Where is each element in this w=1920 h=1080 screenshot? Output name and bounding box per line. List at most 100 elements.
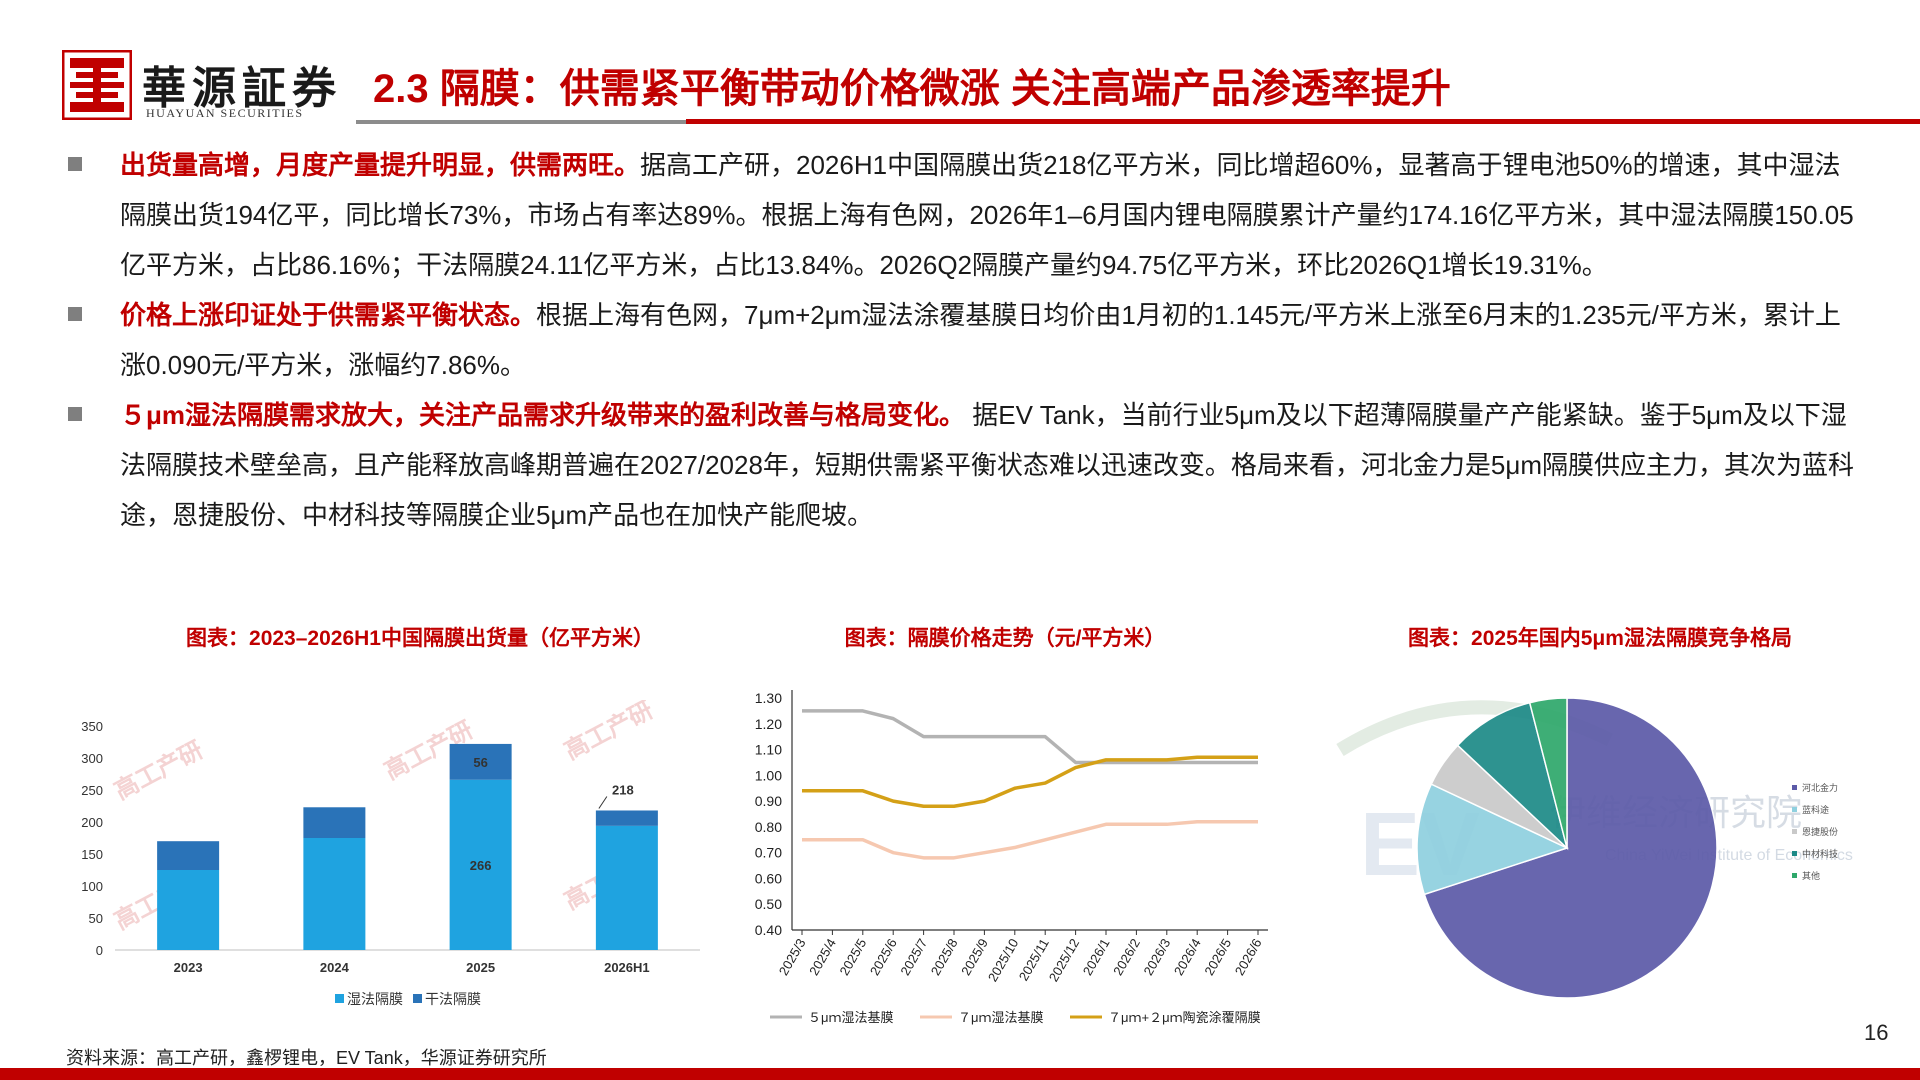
logo-name-en: HUAYUAN SECURITIES [146,106,304,120]
y-tick-label: 200 [81,815,103,830]
share-pie-chart: EV伊维经济研究院China YiWei Institute of Econom… [1336,697,1853,999]
legend-label: ７μｍ+２μｍ陶瓷涂覆隔膜 [1108,1010,1261,1025]
y-tick-label: 0.40 [755,922,782,938]
legend-swatch [1792,829,1797,834]
data-label-leader [598,796,608,809]
bar-segment [449,779,512,950]
source-note: 资料来源：高工产研，鑫椤锂电，EV Tank，华源证券研究所 [66,1048,547,1068]
legend-label: 湿法隔膜 [347,991,403,1007]
title-divider-gray [356,120,686,124]
y-tick-label: 1.20 [755,716,782,732]
y-tick-label: 1.00 [755,767,782,783]
pie-slice [1423,697,1718,999]
legend-swatch [335,994,344,1003]
chart-watermark: 高工产研 [110,736,208,806]
series-line [802,755,1258,809]
page-number: 16 [1864,1020,1889,1045]
legend-swatch [1792,785,1797,790]
pie-slice [1456,701,1569,851]
footer-bar [0,1068,1920,1080]
price-line-chart: 0.40 0.50 0.60 0.70 0.80 0.90 1.00 1.10 1.20 1.30… [755,690,1268,1025]
price-chart-title: 图表：隔膜价格走势（元/平方米） [844,627,1166,650]
y-tick-label: 1.30 [755,690,782,706]
y-tick-label: 0 [96,943,103,958]
y-tick-label: 0.50 [755,896,782,912]
y-tick-label: 150 [81,847,103,862]
x-tick-label: 2026/1 [1080,936,1113,978]
bar-segment [449,743,512,780]
x-tick-label: 2026/6 [1232,936,1265,978]
bullet-item: 价格上涨印证处于供需紧平衡状态。根据上海有色网，7μm+2μm湿法涂覆基膜日均价… [62,290,1862,390]
legend-label: 恩捷股份 [1802,826,1838,837]
x-tick-label: 2025/3 [776,936,809,978]
x-tick-label: 2025/9 [958,936,991,978]
bullet-square-icon [68,407,82,421]
x-tick-label: 2026/3 [1141,936,1174,978]
bullet-item: ５μm湿法隔膜需求放大，关注产品需求升级带来的盈利改善与格局变化。 据EV Ta… [62,390,1862,540]
series-line [802,709,1258,765]
bullet-list: 出货量高增，月度产量提升明显，供需两旺。据高工产研，2026H1中国隔膜出货21… [62,140,1862,540]
bullet-square-icon [68,307,82,321]
shipments-bar-chart: 高工产研高工产研高工产研高工产研高工产研05010015020025030035… [81,700,700,1007]
logo-name-cn: 華源証券 [142,63,342,114]
legend-swatch [1792,873,1797,878]
shipments-chart-title: 图表：2023–2026H1中国隔膜出货量（亿平方米） [186,627,654,650]
bullet-highlight: ５μm湿法隔膜需求放大，关注产品需求升级带来的盈利改善与格局变化。 [120,400,966,430]
legend-label: 蓝科途 [1802,804,1829,815]
bullet-item: 出货量高增，月度产量提升明显，供需两旺。据高工产研，2026H1中国隔膜出货21… [62,140,1862,290]
bar-segment [595,810,658,826]
y-tick-label: 0.90 [755,793,782,809]
bullet-square-icon [68,157,82,171]
x-tick-label: 2025 [466,960,495,975]
bullet-highlight: 出货量高增，月度产量提升明显，供需两旺。 [120,150,641,180]
y-tick-label: 50 [89,911,103,926]
bar-segment [303,838,366,950]
y-tick-label: 350 [81,719,103,734]
pie-slice [1416,783,1570,896]
x-tick-label: 2026/2 [1110,936,1143,978]
x-tick-label: 2025/6 [867,936,900,978]
x-tick-label: 2023 [174,960,203,975]
y-tick-label: 250 [81,783,103,798]
bullet-text: 根据上海有色网，7μm+2μm湿法涂覆基膜日均价由1月初的1.145元/平方米上… [120,300,1841,380]
x-tick-label: 2025/5 [837,936,870,978]
bullet-highlight: 价格上涨印证处于供需紧平衡状态。 [120,300,537,330]
y-tick-label: 300 [81,751,103,766]
bullet-text: 据EV Tank，当前行业5μm及以下超薄隔膜量产产能紧缺。鉴于5μm及以下湿法… [120,400,1855,530]
legend-label: 中材科技 [1802,848,1838,859]
logo-seal-icon [62,50,132,120]
y-tick-label: 100 [81,879,103,894]
x-tick-label: 2025/7 [897,936,930,978]
bar-segment [157,841,220,870]
data-label: 266 [470,858,492,873]
legend-label: 干法隔膜 [425,991,481,1007]
legend-swatch [1792,807,1797,812]
bar-segment [157,870,220,950]
bar-segment [595,825,658,950]
y-tick-label: 0.80 [755,819,782,835]
share-chart-title: 图表：2025年国内5μm湿法隔膜竞争格局 [1408,627,1792,650]
company-logo: 華源証券 HUAYUAN SECURITIES [62,50,352,126]
title-divider-red [686,119,1920,124]
legend-swatch [1792,851,1797,856]
legend-swatch [413,994,422,1003]
legend-label: ５μｍ湿法基膜 [808,1010,894,1025]
x-tick-label: 2024 [320,960,350,975]
chart-watermark: 高工产研 [560,700,658,765]
legend-label: ７μｍ湿法基膜 [958,1010,1044,1025]
bullet-text: 据高工产研，2026H1中国隔膜出货218亿平方米，同比增超60%，显著高于锂电… [120,150,1854,280]
x-tick-label: 2026H1 [604,960,650,975]
pie-slice [1528,697,1568,849]
bar-segment [303,807,366,838]
x-tick-label: 2025/8 [928,936,961,978]
series-line [802,819,1258,860]
y-tick-label: 0.60 [755,870,782,886]
y-tick-label: 0.70 [755,845,782,861]
data-label: 56 [473,755,487,770]
data-label: 218 [612,782,634,797]
legend-label: 河北金力 [1802,782,1838,793]
page-title: 2.3 隔膜：供需紧平衡带动价格微涨 关注高端产品渗透率提升 [373,67,1451,111]
x-tick-label: 2026/5 [1201,936,1234,978]
x-tick-label: 2026/4 [1171,936,1204,978]
legend-label: 其他 [1802,870,1820,881]
